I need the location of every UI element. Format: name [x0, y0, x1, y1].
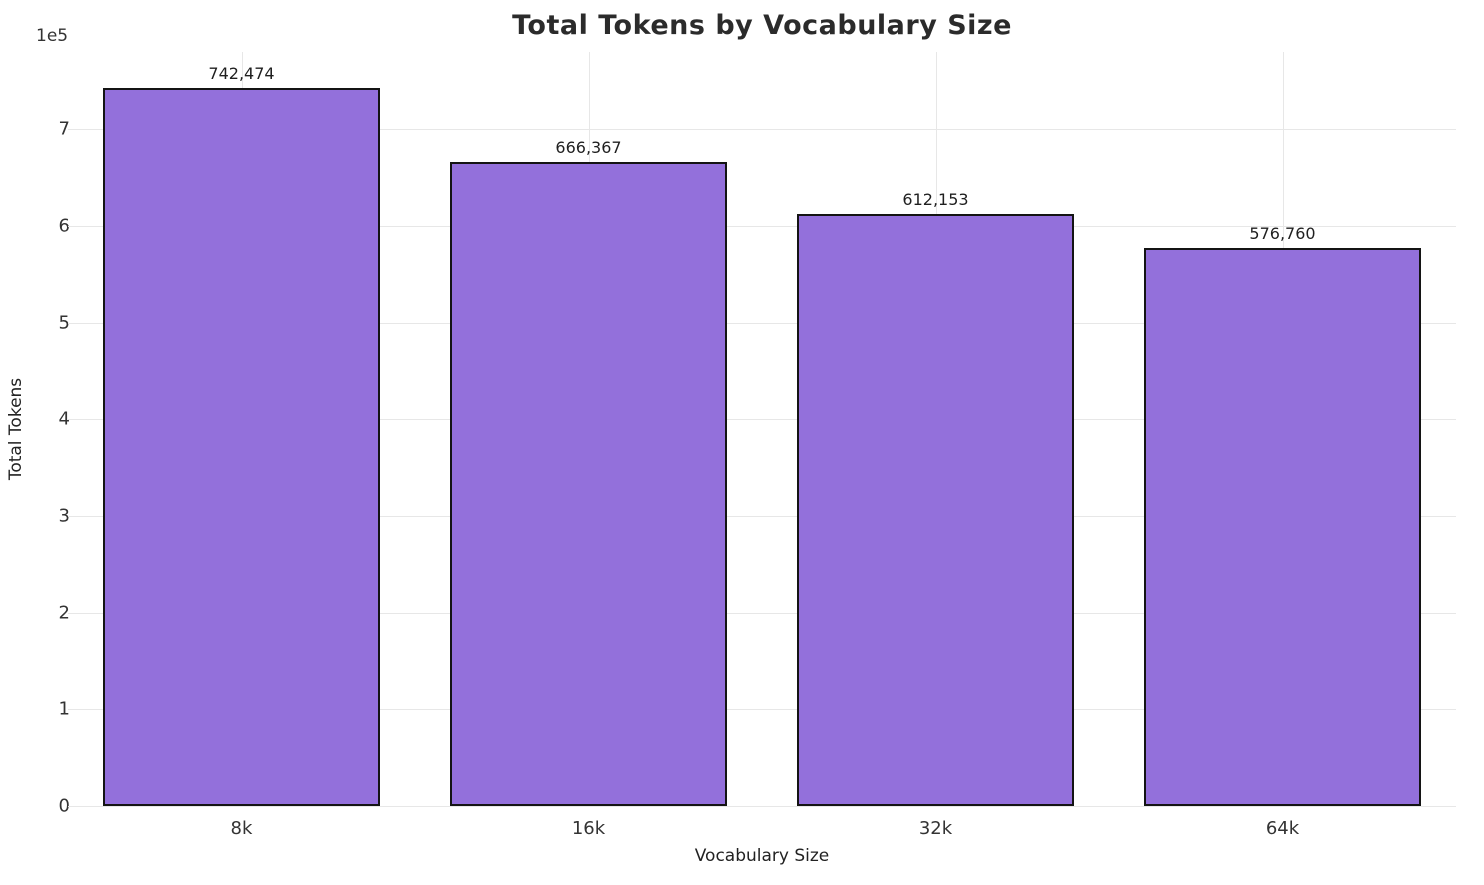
bar-value-label: 666,367 [555, 137, 622, 157]
bar-64k [1143, 248, 1422, 806]
chart-title: Total Tokens by Vocabulary Size [512, 10, 1012, 41]
x-tick-label: 8k [230, 818, 253, 839]
bar-16k [449, 161, 728, 806]
y-tick-label: 1 [58, 698, 70, 720]
y-tick-label: 6 [58, 215, 70, 237]
y-axis-offset-text: 1e5 [36, 26, 69, 46]
y-tick-label: 5 [58, 312, 70, 334]
bar-32k [796, 214, 1075, 806]
x-tick-label: 32k [918, 818, 953, 839]
bar-value-label: 742,474 [208, 64, 275, 84]
bar-value-label: 576,760 [1249, 224, 1316, 244]
gridline-horizontal [68, 612, 1456, 614]
bar-value-label: 612,153 [902, 190, 969, 210]
gridline-horizontal [68, 709, 1456, 711]
y-tick-label: 0 [58, 795, 70, 817]
gridline-horizontal [68, 129, 1456, 131]
y-tick-label: 3 [58, 505, 70, 527]
bar-8k [102, 88, 381, 806]
gridline-horizontal [68, 419, 1456, 421]
y-tick-label: 7 [58, 118, 70, 140]
y-axis-label: Total Tokens [6, 377, 26, 481]
x-tick-label: 16k [571, 818, 606, 839]
y-tick-label: 2 [58, 602, 70, 624]
x-axis-label: Vocabulary Size [694, 846, 830, 866]
plot-area: 742,474 666,367 612,153 576,760 [68, 52, 1456, 807]
y-tick-label: 4 [58, 408, 70, 430]
x-tick-label: 64k [1265, 818, 1300, 839]
gridline-horizontal [68, 806, 1456, 807]
gridline-horizontal [68, 516, 1456, 517]
gridline-horizontal [68, 322, 1456, 324]
gridline-horizontal [68, 226, 1456, 227]
